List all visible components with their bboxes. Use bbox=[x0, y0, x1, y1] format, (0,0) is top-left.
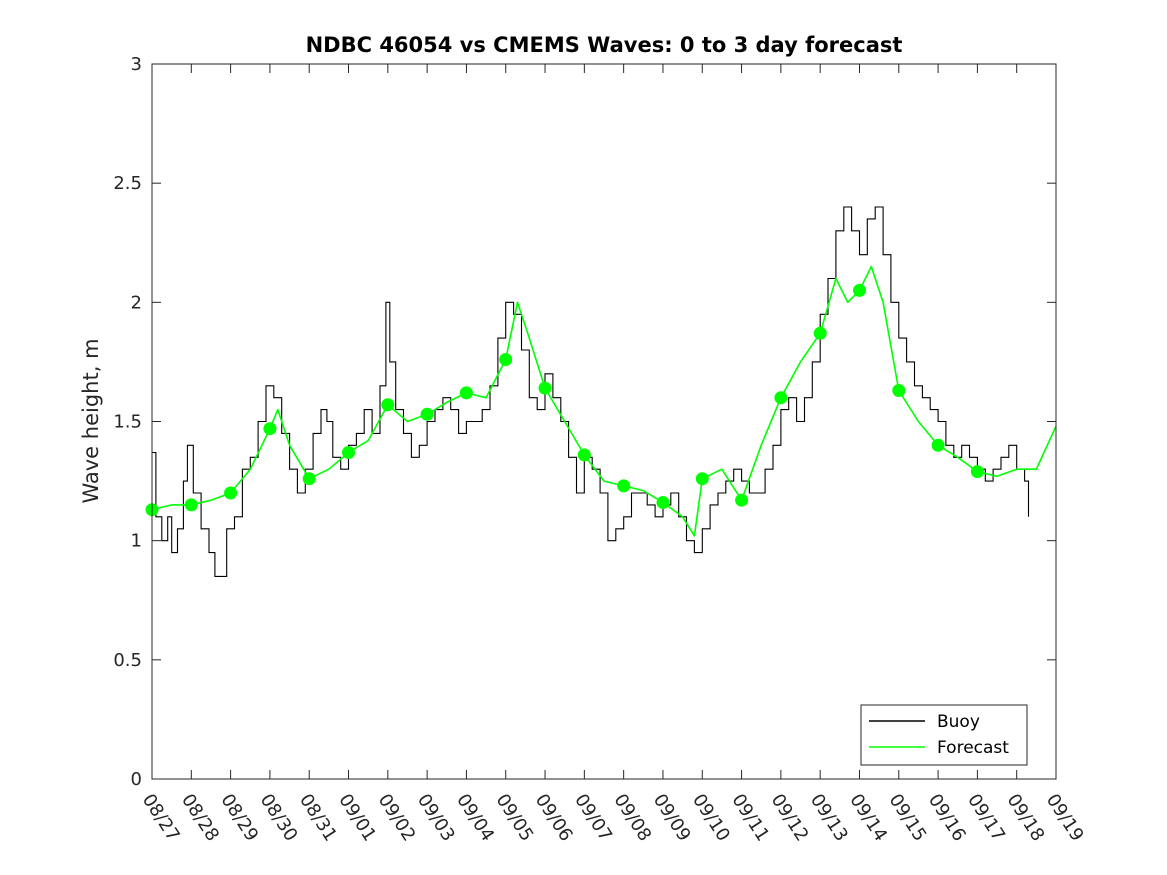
forecast-marker bbox=[577, 448, 591, 462]
legend-box bbox=[860, 704, 1028, 766]
y-tick-label: 2.5 bbox=[113, 173, 142, 194]
forecast-marker bbox=[656, 496, 670, 509]
y-tick-label: 1.5 bbox=[113, 412, 142, 433]
forecast-marker bbox=[931, 438, 945, 452]
forecast-marker bbox=[892, 384, 906, 397]
legend: Buoy Forecast bbox=[860, 704, 1028, 766]
forecast-marker bbox=[813, 326, 827, 340]
forecast-marker bbox=[970, 465, 984, 479]
y-tick-label: 0.5 bbox=[113, 650, 142, 671]
forecast-marker bbox=[420, 407, 434, 421]
forecast-marker bbox=[302, 472, 316, 486]
legend-label: Buoy bbox=[937, 712, 980, 732]
forecast-marker bbox=[499, 353, 513, 366]
forecast-marker bbox=[617, 479, 631, 493]
forecast-marker bbox=[224, 486, 238, 500]
buoy-series-line bbox=[152, 206, 1030, 577]
legend-label: Forecast bbox=[937, 738, 1009, 758]
forecast-marker bbox=[774, 391, 788, 405]
y-tick-label: 0 bbox=[131, 769, 142, 790]
forecast-marker bbox=[853, 283, 866, 297]
forecast-marker bbox=[538, 381, 552, 395]
y-tick-label: 3 bbox=[131, 54, 142, 75]
forecast-marker bbox=[184, 498, 198, 512]
y-tick-label: 1 bbox=[131, 531, 142, 552]
forecast-marker bbox=[735, 493, 749, 507]
forecast-marker bbox=[342, 446, 355, 459]
forecast-series-line bbox=[152, 265, 1056, 537]
forecast-marker bbox=[459, 386, 473, 400]
chart-title: NDBC 46054 vs CMEMS Waves: 0 to 3 day fo… bbox=[306, 33, 903, 57]
forecast-marker bbox=[381, 398, 395, 412]
forecast-marker bbox=[695, 472, 709, 486]
y-tick-label: 2 bbox=[131, 292, 142, 313]
forecast-marker bbox=[263, 422, 277, 436]
y-axis-label: Wave height, m bbox=[79, 338, 103, 503]
